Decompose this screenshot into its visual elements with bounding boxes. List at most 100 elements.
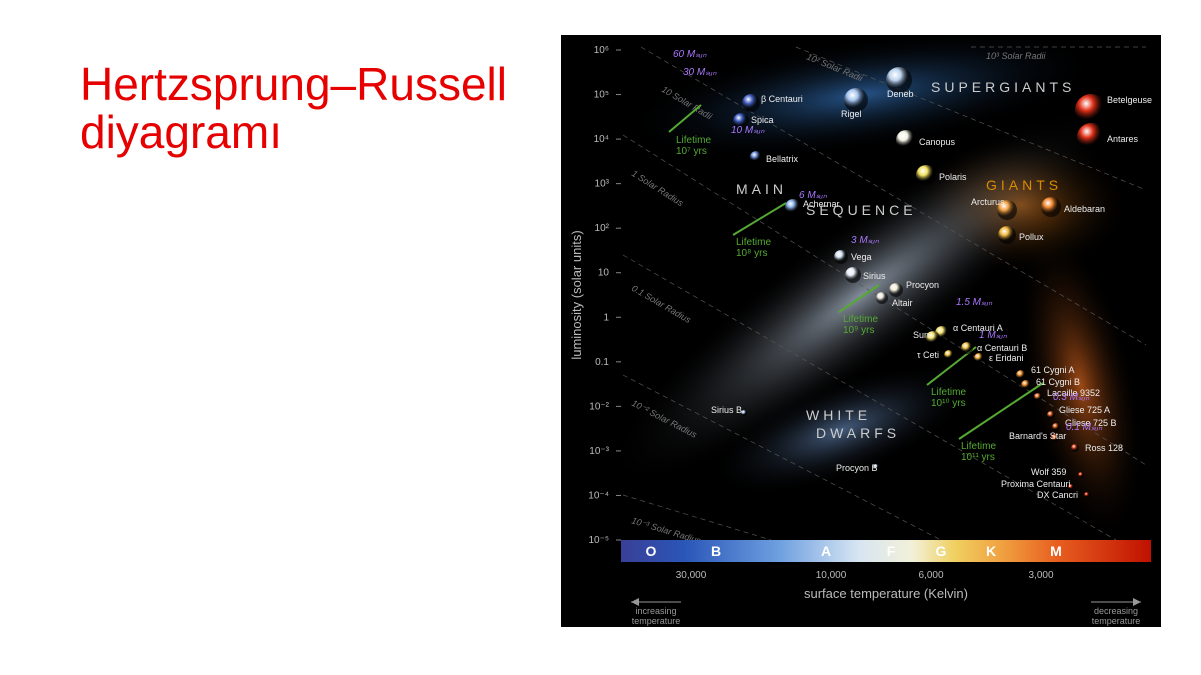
star-pollux [998,226,1016,244]
y-tick-label: 10² [595,223,610,234]
mass-label: 1 Mₛᵤₙ [979,330,1008,341]
star-label: Spica [751,115,774,125]
star--ceti [944,350,954,360]
lifetime-line [733,203,786,235]
lifetime-label: 10¹¹ yrs [961,452,995,463]
y-tick-label: 10⁻³ [589,446,609,457]
hr-diagram: 10³ Solar Radii10² Solar Radii10 Solar R… [561,35,1161,627]
radius-label: 0.1 Solar Radius [630,283,693,325]
left-arrow-label: increasing [635,606,676,616]
mass-label: 1.5 Mₛᵤₙ [956,297,993,308]
y-tick-label: 10⁵ [594,90,609,101]
x-tick-label: 30,000 [676,570,707,581]
lifetime-label: Lifetime [931,387,966,398]
star-gliese-725-a [1047,411,1055,419]
star-label: Deneb [887,89,914,99]
star-polaris [916,165,936,185]
region-label: SUPERGIANTS [931,79,1075,95]
page-title: Hertzsprung–Russell diyagramı [80,60,507,157]
x-tick-label: 6,000 [918,570,943,581]
star-canopus [896,130,916,150]
lifetime-label: 10¹⁰ yrs [931,398,966,409]
radius-line [623,495,771,540]
spectral-class-F: F [887,543,896,559]
star-antares [1077,123,1105,151]
star-label: Proxima Centauri [1001,479,1071,489]
star-procyon [889,283,903,297]
star-betelgeuse [1075,94,1107,126]
star-label: β Centauri [761,94,803,104]
y-tick-label: 0.1 [595,357,609,368]
right-arrow-label: temperature [1092,616,1141,626]
star-gliese-725-b [1052,423,1060,431]
lifetime-label: Lifetime [736,237,771,248]
spectral-class-M: M [1050,543,1062,559]
x-axis-title: surface temperature (Kelvin) [804,586,968,601]
star-label: Polaris [939,172,967,182]
star-label: Pollux [1019,232,1044,242]
star-label: α Centauri B [977,343,1027,353]
left-arrow-label: temperature [632,616,681,626]
star-label: Canopus [919,137,956,147]
star-label: Betelgeuse [1107,95,1152,105]
star-label: Procyon B [836,463,878,473]
right-arrow-head [1133,598,1141,606]
star-wolf-359 [1078,472,1084,478]
mass-label: 0.3 Mₛᵤₙ [1053,392,1090,403]
star-label: Bellatrix [766,154,799,164]
star-dx-cancri [1084,492,1090,498]
mass-label: 3 Mₛᵤₙ [851,235,880,246]
star-label: 61 Cygni B [1036,377,1080,387]
region-label: WHITE [806,407,871,423]
y-tick-label: 10⁴ [594,134,609,145]
lifetime-label: Lifetime [843,314,878,325]
star-label: 61 Cygni A [1031,365,1075,375]
star--centauri [742,94,760,112]
lifetime-label: Lifetime [676,135,711,146]
star-label: Rigel [841,109,862,119]
lifetime-label: 10⁹ yrs [843,325,875,336]
region-label: MAIN [736,181,787,197]
spectral-class-G: G [936,543,947,559]
star-ross-128 [1071,444,1079,452]
star-label: Arcturus [971,197,1005,207]
x-tick-label: 10,000 [816,570,847,581]
hr-diagram-svg: 10³ Solar Radii10² Solar Radii10 Solar R… [561,35,1161,627]
star-label: DX Cancri [1037,490,1078,500]
star-aldebaran [1041,197,1061,217]
star-bellatrix [750,151,762,163]
left-arrow-head [631,598,639,606]
radius-label: 1 Solar Radius [630,168,686,208]
mass-label: 30 Mₛᵤₙ [683,67,717,78]
y-tick-label: 10⁻⁴ [588,490,609,501]
star-label: ε Eridani [989,353,1024,363]
star-label: Aldebaran [1064,204,1105,214]
star-sirius [845,267,861,283]
star-label: Altair [892,298,913,308]
y-tick-label: 10⁶ [594,45,609,56]
spectral-class-A: A [821,543,831,559]
mass-label: 0.1 Mₛᵤₙ [1066,422,1103,433]
mass-label: 60 Mₛᵤₙ [673,49,707,60]
star-label: Sun [913,330,929,340]
star-label: Vega [851,252,872,262]
region-label: DWARFS [816,425,900,441]
star-label: Ross 128 [1085,443,1123,453]
mass-label: 10 Mₛᵤₙ [731,125,765,136]
lifetime-label: Lifetime [961,441,996,452]
region-label: SEQUENCE [806,202,917,218]
star-61-cygni-b [1021,380,1031,390]
star-label: Gliese 725 A [1059,405,1110,415]
y-tick-label: 10 [598,268,610,279]
y-tick-label: 10³ [595,179,610,190]
lifetime-label: 10⁸ yrs [736,248,767,259]
star-achernar [785,199,801,215]
star-label: Barnard's Star [1009,431,1066,441]
star-vega [834,250,848,264]
lifetime-label: 10⁷ yrs [676,146,707,157]
star--eridani [974,353,984,363]
star-61-cygni-a [1016,370,1026,380]
y-tick-label: 10⁻² [589,401,609,412]
star-lacaille-9352 [1034,393,1042,401]
star-label: Wolf 359 [1031,467,1066,477]
